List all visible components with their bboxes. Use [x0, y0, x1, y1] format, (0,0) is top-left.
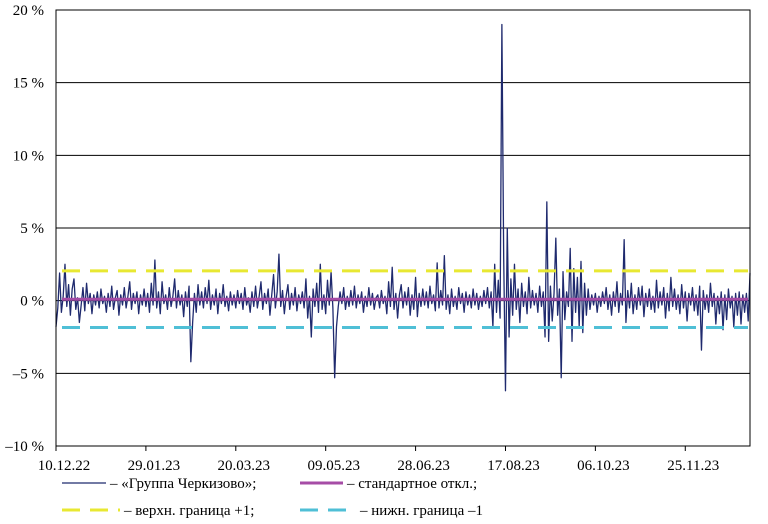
x-tick-label: 10.12.22	[38, 458, 91, 474]
legend-label: – верхн. граница +1;	[123, 503, 254, 519]
y-tick-label: 10 %	[13, 148, 44, 164]
plot-area-frame	[55, 9, 751, 447]
y-tick-label: –10 %	[4, 439, 44, 455]
x-tick-label: 28.06.23	[397, 458, 450, 474]
legend-label: – стандартное откл.;	[346, 476, 477, 492]
legend-label: – нижн. граница –1	[359, 503, 483, 519]
x-tick-label: 20.03.23	[218, 458, 271, 474]
y-tick-label: 5 %	[20, 221, 44, 237]
x-tick-label: 06.10.23	[577, 458, 630, 474]
x-tick-label: 29.01.23	[128, 458, 181, 474]
series-line-0	[55, 23, 751, 392]
x-axis-tick-labels: 10.12.22 29.01.23 20.03.23 09.05.23 28.06.23…	[38, 446, 719, 474]
gridlines	[56, 9, 750, 447]
y-tick-label: 0 %	[20, 294, 44, 310]
y-axis-tick-labels: 20 % 15 % 10 % 5 % 0 % –5 % –10 %	[4, 3, 44, 455]
y-tick-label: –5 %	[12, 366, 44, 382]
y-tick-label: 20 %	[13, 3, 44, 19]
x-tick-label: 17.08.23	[487, 458, 540, 474]
x-tick-label: 09.05.23	[307, 458, 360, 474]
series-layer	[55, 23, 751, 392]
legend-label: – «Группа Черкизово»;	[109, 476, 256, 492]
y-tick-label: 15 %	[13, 76, 44, 92]
legend: – «Группа Черкизово»; – стандартное откл.…	[62, 476, 483, 519]
x-tick-label: 25.11.23	[667, 458, 719, 474]
